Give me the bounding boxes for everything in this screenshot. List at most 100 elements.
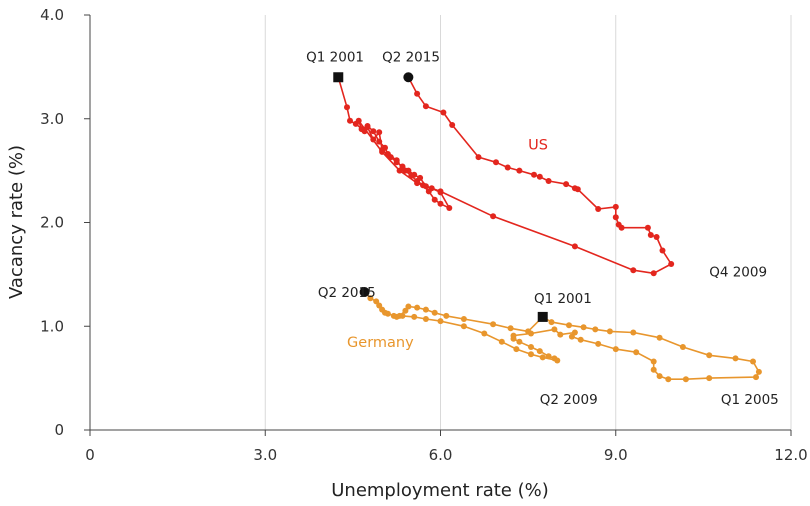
data-point-germany bbox=[373, 298, 380, 305]
data-point-us bbox=[595, 206, 602, 212]
data-point-germany bbox=[750, 358, 756, 365]
data-point-germany bbox=[571, 329, 578, 336]
data-point-us bbox=[384, 151, 391, 157]
data-point-us bbox=[422, 103, 429, 110]
data-point-germany bbox=[557, 331, 564, 338]
data-point-us bbox=[644, 224, 651, 231]
series-label-us: US bbox=[528, 138, 548, 154]
start-marker-square bbox=[333, 72, 344, 83]
data-point-germany bbox=[679, 344, 686, 350]
data-point-germany bbox=[536, 348, 543, 355]
data-point-germany bbox=[405, 303, 412, 310]
data-point-us bbox=[490, 213, 497, 220]
data-point-germany bbox=[656, 334, 663, 341]
x-tick-label: 9.0 bbox=[604, 446, 628, 464]
data-point-germany bbox=[580, 324, 587, 331]
data-point-germany bbox=[490, 321, 497, 328]
period-annotation: Q1 2001 bbox=[306, 50, 364, 66]
data-point-us bbox=[358, 126, 365, 133]
series-line-us bbox=[337, 76, 673, 275]
end-marker-circle bbox=[403, 72, 414, 83]
data-point-germany bbox=[384, 310, 391, 317]
data-point-us bbox=[440, 109, 447, 116]
data-point-us bbox=[571, 243, 578, 250]
data-point-us bbox=[475, 154, 482, 161]
data-point-us bbox=[647, 232, 654, 238]
data-point-germany bbox=[554, 357, 561, 364]
data-point-germany bbox=[516, 338, 523, 345]
y-tick-label: 0 bbox=[54, 421, 64, 439]
data-point-germany bbox=[682, 376, 689, 383]
tick-labels: 0 3.0 6.0 9.0 12.0 0 1.0 2.0 3.0 4.0 bbox=[40, 6, 808, 464]
data-point-us bbox=[364, 123, 371, 129]
x-tick-label: 0 bbox=[85, 446, 95, 464]
data-point-us bbox=[446, 205, 453, 211]
data-point-germany bbox=[528, 351, 534, 358]
data-point-germany bbox=[437, 318, 444, 325]
data-point-us bbox=[493, 159, 499, 166]
data-point-germany bbox=[411, 313, 418, 320]
data-point-us bbox=[531, 171, 537, 178]
data-point-germany bbox=[443, 312, 450, 319]
data-point-us bbox=[516, 167, 523, 174]
data-point-us bbox=[344, 104, 350, 111]
data-point-us bbox=[431, 196, 438, 203]
data-point-us bbox=[437, 188, 444, 195]
data-point-germany bbox=[367, 295, 374, 302]
data-point-germany bbox=[577, 336, 584, 343]
data-point-us bbox=[449, 122, 456, 128]
data-point-us bbox=[393, 157, 400, 164]
period-annotation: Q2 2015 bbox=[318, 285, 376, 301]
data-point-germany bbox=[650, 366, 657, 373]
data-point-germany bbox=[665, 376, 672, 383]
data-point-us bbox=[659, 247, 666, 254]
data-point-us bbox=[653, 234, 660, 240]
data-point-us bbox=[630, 267, 637, 274]
data-point-us bbox=[536, 173, 543, 180]
x-axis-title: Unemployment rate (%) bbox=[331, 480, 549, 501]
data-point-germany bbox=[393, 313, 400, 320]
data-point-germany bbox=[755, 368, 762, 375]
data-point-germany bbox=[528, 344, 534, 350]
data-point-germany bbox=[753, 374, 759, 381]
period-annotation: Q2 2015 bbox=[382, 50, 440, 66]
data-point-us bbox=[379, 148, 386, 155]
data-point-us bbox=[615, 221, 622, 228]
series-us bbox=[335, 74, 675, 277]
data-point-germany bbox=[498, 338, 505, 345]
data-point-us bbox=[612, 203, 619, 210]
data-point-germany bbox=[460, 316, 467, 322]
data-point-germany bbox=[650, 358, 657, 365]
start-marker-square bbox=[537, 311, 548, 322]
data-point-us bbox=[650, 270, 657, 277]
data-point-germany bbox=[431, 309, 438, 316]
data-point-germany bbox=[402, 307, 409, 314]
data-point-us bbox=[376, 129, 383, 136]
period-annotation: Q1 2005 bbox=[721, 392, 779, 408]
data-point-us bbox=[370, 128, 377, 135]
y-tick-label: 1.0 bbox=[40, 317, 64, 335]
data-point-germany bbox=[548, 319, 555, 326]
x-tick-label: 3.0 bbox=[253, 446, 277, 464]
data-point-us bbox=[405, 167, 412, 174]
data-point-germany bbox=[732, 355, 739, 362]
data-point-us bbox=[428, 185, 435, 192]
period-annotation: Q4 2009 bbox=[709, 264, 767, 280]
data-point-us bbox=[414, 180, 421, 187]
y-tick-label: 3.0 bbox=[40, 110, 64, 128]
data-point-germany bbox=[633, 349, 640, 356]
data-point-germany bbox=[510, 335, 517, 342]
data-point-germany bbox=[481, 330, 488, 337]
data-point-germany bbox=[513, 346, 520, 353]
y-tick-label: 2.0 bbox=[40, 214, 64, 232]
data-point-us bbox=[417, 174, 424, 181]
data-point-germany bbox=[656, 373, 663, 380]
data-point-us bbox=[414, 90, 421, 97]
data-point-us bbox=[422, 183, 429, 190]
data-point-germany bbox=[422, 316, 429, 322]
data-point-us bbox=[563, 181, 570, 188]
data-point-germany bbox=[460, 323, 467, 330]
data-point-us bbox=[411, 171, 418, 178]
data-point-us bbox=[355, 117, 362, 124]
markers bbox=[333, 72, 548, 322]
